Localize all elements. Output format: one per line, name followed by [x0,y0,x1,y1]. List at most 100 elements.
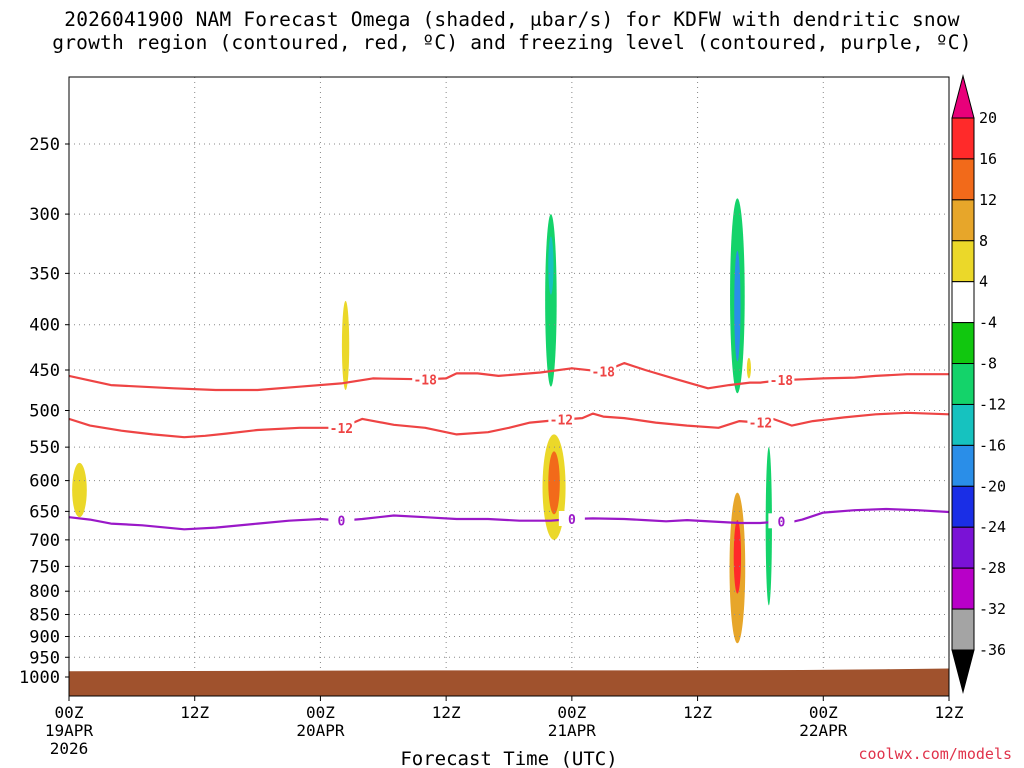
colorbar-label: -36 [979,641,1006,659]
contour-label-bg [558,510,585,526]
colorbar: 20 16 12 8 4 -4 -8 -12 -16 -20 -24 -28 -32 -36 [951,74,1006,694]
colorbar-box [951,363,975,405]
colorbar-label: -28 [979,559,1006,577]
y-tick-label-850: 850 [29,606,60,626]
colorbar-box [951,485,975,528]
colorbar-label: -4 [979,314,997,332]
omega-region-2 [520,173,526,254]
omega-region-11 [734,250,741,362]
x-tick-date-label: 22APR [799,721,848,740]
contour-label: 0 [777,515,785,530]
y-tick-label-600: 600 [29,472,60,492]
colorbar-label: -20 [979,477,1006,495]
contour-label-bg [590,363,617,379]
x-tick-label: 00Z [557,703,586,722]
colorbar-label: -16 [979,436,1006,454]
colorbar-box [951,567,975,610]
omega-region-4 [545,214,557,387]
x-tick-label: 12Z [432,703,461,722]
colorbar-box [951,608,975,651]
y-tick-label-500: 500 [29,402,60,422]
y-tick-label-250: 250 [29,135,60,155]
x-tick-label: 12Z [935,703,964,722]
colorbar-label: 8 [979,232,988,250]
y-tick-label-800: 800 [29,582,60,602]
colorbar-label: 12 [979,191,997,209]
pressure-axis: 2503003504004505005506006507007508008509… [19,135,69,688]
y-tick-label-750: 750 [29,557,60,577]
chart-title-line-1: 2026041900 NAM Forecast Omega (shaded, μ… [64,8,960,31]
contour-line-dgz-12 [69,411,949,439]
y-tick-label-550: 550 [29,438,60,458]
contour-lines: -18 -18 -18 -12 -12 -12 0 0 0 [69,362,949,531]
omega-region-15 [733,520,742,594]
y-tick-label-350: 350 [29,264,60,284]
y-tick-label-1000: 1000 [19,668,60,688]
colorbar-box [951,281,975,324]
contour-label-bg [548,411,575,427]
contour-label: -12 [550,414,573,429]
colorbar-box [951,158,975,201]
contour-label: 0 [568,513,576,528]
colorbar-box [951,199,975,242]
colorbar-label: 16 [979,150,997,168]
y-tick-label-900: 900 [29,627,60,647]
x-tick-year-label: 2026 [50,739,89,758]
contour-label: -12 [749,417,772,432]
colorbar-label: 20 [979,109,997,127]
y-tick-label-400: 400 [29,316,60,336]
colorbar-box [951,322,975,365]
contour-label-bg [768,372,795,388]
colorbar-top-triangle [951,74,975,119]
colorbar-label: -8 [979,355,997,373]
contour-label: -18 [413,373,437,388]
contour-label: -12 [330,422,353,437]
omega-region-0 [72,462,87,518]
omega-region-1 [341,300,350,390]
x-tick-label: 00Z [55,703,84,722]
y-tick-label-950: 950 [29,648,60,668]
terrain-fill [69,668,949,696]
contour-label: 0 [337,515,345,530]
y-tick-label-700: 700 [29,531,60,551]
colorbar-label: -12 [979,395,1006,413]
colorbar-box [951,444,975,487]
contour-line-freezing [69,507,949,531]
chart-title: 2026041900 NAM Forecast Omega (shaded, μ… [0,8,1024,54]
plot-frame [68,76,950,697]
omega-region-7 [548,451,560,515]
chart-title-line-2: growth region (contoured, red, ºC) and f… [52,31,972,54]
colorbar-box [951,117,975,160]
colorbar-box [951,526,975,569]
contour-label-bg [747,414,774,430]
contour-label: -18 [770,374,794,389]
omega-shading [72,142,780,644]
x-tick-date-label: 20APR [296,721,345,740]
omega-region-5 [548,236,554,295]
grid-lines [69,77,949,696]
x-tick-label: 00Z [306,703,335,722]
omega-region-16 [746,357,752,379]
x-tick-date-label: 21APR [548,721,597,740]
contour-line-dgz-18 [69,362,949,392]
contour-label-bg [768,513,795,529]
contour-label-bg [412,371,439,387]
x-axis-title: Forecast Time (UTC) [400,748,617,768]
y-tick-label-450: 450 [29,361,60,381]
contour-label-bg [328,419,355,435]
x-tick-date-label: 19APR [45,721,94,740]
colorbar-label: 4 [979,273,988,291]
colorbar-box [951,240,975,283]
colorbar-bottom-triangle [951,649,975,694]
colorbar-box [951,403,975,446]
colorbar-label: -32 [979,600,1006,618]
x-tick-label: 12Z [683,703,712,722]
contour-label: -18 [592,366,616,381]
y-tick-label-300: 300 [29,205,60,225]
contour-label-bg [328,512,355,528]
colorbar-label: -24 [979,518,1006,536]
terrain-surface [69,668,949,696]
y-tick-label-650: 650 [29,502,60,522]
